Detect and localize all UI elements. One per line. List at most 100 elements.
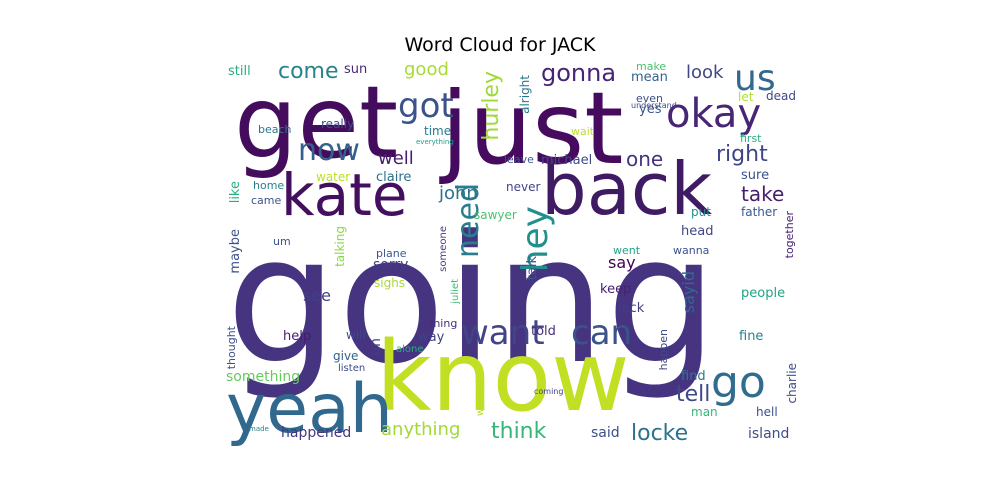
word-go: go (711, 357, 766, 408)
word-wait: wait (571, 125, 595, 138)
word-water: water (316, 170, 351, 184)
word-way: way (418, 330, 445, 345)
word-head: head (681, 224, 714, 239)
word-sun: sun (344, 62, 368, 77)
word-um: um (273, 235, 291, 248)
word-gonna: gonna (541, 61, 617, 87)
word-look: look (686, 62, 724, 83)
word-dead: dead (766, 89, 796, 103)
word-think: think (491, 419, 547, 444)
word-good: good (404, 61, 449, 80)
word-father: father (741, 205, 778, 219)
word-us: us (734, 61, 776, 99)
word-talking: talking (333, 226, 347, 267)
word-wanna: wanna (673, 244, 710, 257)
word-like: like (228, 181, 243, 204)
word-find: find (681, 369, 706, 384)
word-came: came (251, 194, 282, 207)
word-never: never (506, 180, 541, 194)
word-cloud: going get just know back yeah kate go okay hey wan… (226, 61, 806, 448)
word-kate: kate (281, 161, 408, 229)
word-make: make (636, 61, 667, 73)
word-give: give (333, 349, 359, 363)
word-take: take (741, 182, 785, 206)
word-alone: alone (396, 344, 424, 355)
word-sorry: sorry (373, 257, 409, 273)
word-sighs: sighs (374, 276, 406, 290)
word-time: time (424, 124, 452, 138)
word-still: still (228, 64, 251, 79)
word-got: got (398, 86, 454, 126)
word-michael: michael (541, 153, 593, 168)
word-island: island (748, 426, 790, 442)
word-charlie: charlie (785, 363, 799, 404)
word-understand: understand (631, 101, 677, 110)
word-man: man (691, 405, 718, 419)
word-sawyer: sawyer (474, 208, 517, 222)
word-told: told (531, 324, 556, 339)
word-went: went (613, 244, 641, 257)
word-together: together (783, 211, 796, 259)
word-thought: thought (226, 326, 238, 370)
word-back: back (541, 147, 713, 231)
word-know: know (376, 321, 630, 433)
word-just: just (441, 70, 624, 187)
word-said: said (591, 425, 620, 441)
word-help: help (283, 329, 312, 344)
word-happened: happened (281, 425, 352, 441)
word-fine: fine (739, 329, 764, 344)
word-people: people (741, 286, 786, 301)
word-home: home (253, 179, 285, 192)
word-yes: yes (639, 102, 662, 117)
word-one: one (626, 147, 664, 171)
word-listen: listen (338, 363, 366, 374)
word-want: want (461, 313, 545, 353)
word-everything: everything (416, 138, 454, 146)
word-happen: happen (657, 329, 670, 371)
word-hell: hell (756, 405, 778, 419)
word-beach: beach (258, 123, 292, 136)
word-first: first (740, 132, 762, 145)
word-hurley: hurley (479, 71, 504, 141)
chart-title: Word Cloud for JACK (404, 34, 596, 56)
word-yeah: yeah (226, 370, 393, 448)
word-let: let (738, 90, 754, 104)
word-now: now (298, 133, 360, 168)
word-keep: keep (600, 282, 632, 297)
word-juliet: juliet (450, 279, 461, 304)
word-alright: alright (518, 75, 532, 114)
word-plane: plane (376, 247, 407, 260)
word-maybe: maybe (228, 229, 243, 274)
word-made: made (249, 425, 269, 433)
word-put: put (691, 205, 711, 219)
word-going: going (226, 198, 718, 403)
word-come: come (278, 61, 339, 84)
word-right: right (716, 142, 768, 167)
word-coming: coming (534, 387, 564, 396)
word-anything: anything (381, 419, 461, 440)
word-see: see (303, 286, 332, 305)
word-even: even (636, 92, 664, 105)
word-get: get (234, 64, 399, 181)
word-can: can (571, 313, 633, 353)
word-someone: someone (438, 226, 449, 272)
word-okay: okay (666, 91, 762, 137)
word-wanted: wanted (475, 379, 486, 417)
word-leave: leave (504, 153, 534, 166)
word-well: well (378, 148, 414, 169)
word-say: say (608, 253, 636, 272)
word-mean: mean (631, 70, 668, 85)
word-john: john (439, 183, 478, 204)
word-claire: claire (376, 170, 412, 185)
word-jack: jack (618, 301, 645, 316)
word-sayid: sayid (679, 271, 698, 314)
word-really: really (321, 117, 355, 131)
word-thing: thing (429, 317, 458, 330)
word-un: un (368, 338, 384, 356)
word-will: will (346, 328, 366, 342)
word-tell: tell (676, 382, 711, 407)
word-sure: sure (741, 168, 770, 183)
word-locke: locke (631, 421, 689, 446)
word-something: something (226, 369, 301, 385)
